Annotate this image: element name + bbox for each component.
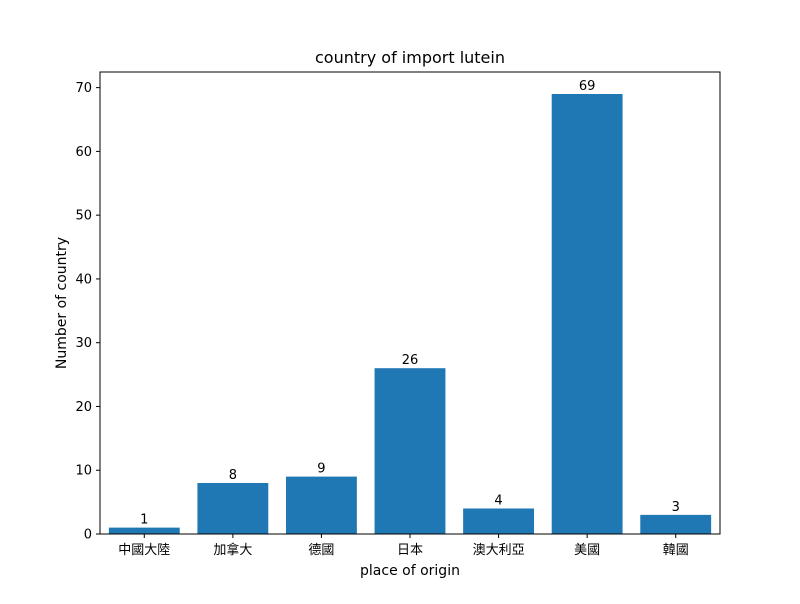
bar bbox=[286, 476, 357, 534]
bar bbox=[374, 368, 446, 534]
plot-area: 1 中國大陸 8 加拿大 9 德國 26 日本 4 澳大利亞 69 美國 3 韓國 0 10 20 30 40 50 6… bbox=[75, 71, 721, 558]
x-tick-label: 日本 bbox=[397, 543, 423, 558]
bar bbox=[463, 508, 534, 534]
x-tick-label: 澳大利亞 bbox=[473, 542, 525, 558]
x-tick-label: 美國 bbox=[574, 543, 600, 558]
bar bbox=[551, 94, 623, 534]
bar-value-label: 3 bbox=[672, 500, 680, 515]
bar-value-label: 8 bbox=[229, 468, 237, 483]
bar-value-label: 4 bbox=[494, 493, 502, 508]
y-tick-label: 70 bbox=[75, 81, 92, 96]
bar bbox=[108, 527, 180, 534]
y-tick-label: 10 bbox=[75, 464, 92, 479]
y-tick-label: 0 bbox=[84, 528, 92, 543]
bar-value-label: 69 bbox=[579, 79, 596, 94]
y-tick-label: 40 bbox=[75, 272, 92, 287]
bar bbox=[640, 514, 712, 534]
y-tick-label: 20 bbox=[75, 400, 92, 415]
bar bbox=[197, 482, 269, 534]
x-tick-label: 韓國 bbox=[663, 543, 689, 558]
x-tick-label: 中國大陸 bbox=[118, 542, 170, 558]
plot-frame bbox=[99, 71, 721, 535]
bar-value-label: 26 bbox=[402, 353, 419, 368]
x-tick-label: 德國 bbox=[308, 543, 334, 558]
bar-value-label: 9 bbox=[317, 462, 325, 477]
y-tick-label: 60 bbox=[75, 145, 92, 160]
bar-value-label: 1 bbox=[140, 513, 148, 528]
y-tick-label: 50 bbox=[75, 209, 92, 224]
y-axis-label: Number of country bbox=[54, 237, 70, 369]
chart-title: country of import lutein bbox=[315, 48, 505, 67]
x-tick-label: 加拿大 bbox=[213, 542, 252, 558]
x-axis-label: place of origin bbox=[360, 563, 460, 579]
y-tick-label: 30 bbox=[75, 336, 92, 351]
